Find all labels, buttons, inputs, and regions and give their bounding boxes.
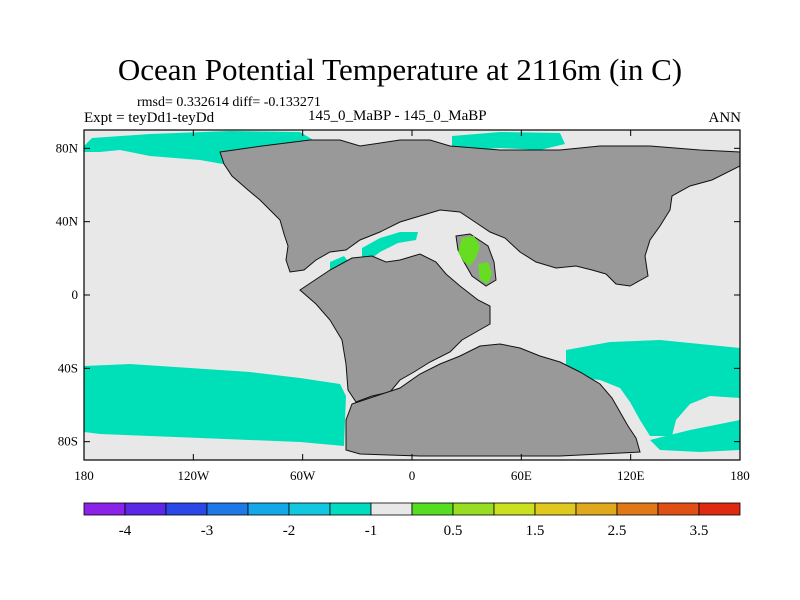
- colorbar-swatch: [370, 502, 413, 516]
- latitude-axis: 80N 40N 0 40S 80S: [56, 140, 740, 449]
- colorbar: -4 -3 -2 -1 0.5 1.5 2.5 3.5: [83, 502, 741, 539]
- landmass-antarctica: [345, 343, 641, 457]
- negative-region-southwest: [84, 364, 346, 446]
- colorbar-swatch: [83, 502, 126, 516]
- lat-tick-label: 40N: [56, 214, 79, 229]
- lat-tick-label: 80N: [56, 140, 79, 155]
- colorbar-swatch: [657, 502, 700, 516]
- negative-region-arctic-east: [452, 132, 565, 150]
- plot-title: Ocean Potential Temperature at 2116m (in…: [117, 52, 683, 87]
- lon-tick-label: 180: [74, 468, 94, 483]
- colorbar-label: 0.5: [444, 523, 463, 539]
- negative-region-tethys: [362, 232, 418, 258]
- colorbar-label: 1.5: [526, 523, 545, 539]
- colorbar-swatch: [288, 502, 331, 516]
- lon-tick-label: 120W: [177, 468, 210, 483]
- colorbar-swatch: [493, 502, 536, 516]
- colorbar-swatch: [206, 502, 249, 516]
- lat-tick-label: 80S: [58, 434, 78, 449]
- colorbar-label: 2.5: [608, 523, 627, 539]
- colorbar-swatch: [575, 502, 618, 516]
- lon-tick-label: 60W: [290, 468, 316, 483]
- colorbar-label: -3: [201, 523, 214, 539]
- colorbar-swatch: [616, 502, 659, 516]
- positive-region-tethys-south: [478, 262, 492, 284]
- lon-tick-label: 120E: [617, 468, 645, 483]
- lat-tick-label: 40S: [58, 360, 78, 375]
- colorbar-swatch: [411, 502, 454, 516]
- negative-region-southeast: [566, 340, 740, 436]
- colorbar-swatch: [452, 502, 495, 516]
- landmass-laurasia: [219, 139, 741, 287]
- colorbar-swatch: [698, 502, 741, 516]
- colorbar-swatch: [329, 502, 372, 516]
- case-label: 145_0_MaBP - 145_0_MaBP: [308, 108, 487, 124]
- colorbar-label: -1: [365, 523, 378, 539]
- positive-regions: [458, 236, 492, 284]
- colorbar-swatch: [534, 502, 577, 516]
- colorbar-label: 3.5: [690, 523, 709, 539]
- longitude-axis: 180 120W 60W 0 60E 120E 180: [74, 130, 750, 483]
- lon-tick-label: 0: [409, 468, 416, 483]
- colorbar-label: -2: [283, 523, 296, 539]
- colorbar-swatch: [124, 502, 167, 516]
- lat-tick-label: 0: [72, 287, 79, 302]
- negative-region-ross: [650, 420, 740, 452]
- colorbar-swatch: [165, 502, 208, 516]
- colorbar-swatch: [247, 502, 290, 516]
- lon-tick-label: 180: [730, 468, 750, 483]
- season-label: ANN: [708, 110, 742, 126]
- experiment-label: Expt = teyDd1-teyDd: [84, 110, 215, 126]
- colorbar-label: -4: [119, 523, 132, 539]
- stats-line: rmsd= 0.332614 diff= -0.133271: [137, 95, 321, 110]
- landmass-gondwana: [299, 253, 491, 403]
- lon-tick-label: 60E: [511, 468, 532, 483]
- positive-region-tethys: [458, 236, 480, 266]
